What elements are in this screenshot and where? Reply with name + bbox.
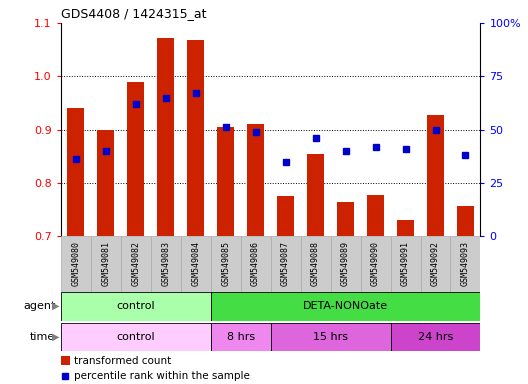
Bar (337, 202, 354, 236)
Bar (68, 108, 84, 236)
Text: 8 hrs: 8 hrs (227, 332, 254, 342)
Bar (218, 127, 234, 236)
Text: GSM549082: GSM549082 (131, 242, 140, 286)
Bar (211, 236, 241, 292)
Text: transformed count: transformed count (74, 356, 172, 366)
Bar (307, 154, 324, 236)
Text: GSM549093: GSM549093 (461, 242, 470, 286)
Text: control: control (116, 301, 155, 311)
Bar (391, 236, 420, 292)
Text: GSM549090: GSM549090 (371, 242, 380, 286)
Text: GSM549089: GSM549089 (341, 242, 350, 286)
Bar (211, 323, 271, 351)
Text: GSM549083: GSM549083 (161, 242, 170, 286)
Text: GSM549091: GSM549091 (401, 242, 410, 286)
Bar (391, 323, 480, 351)
Text: DETA-NONOate: DETA-NONOate (303, 301, 388, 311)
Bar (420, 236, 450, 292)
Text: GSM549087: GSM549087 (281, 242, 290, 286)
Text: 24 hrs: 24 hrs (418, 332, 453, 342)
Text: time: time (30, 332, 55, 342)
Bar (397, 220, 414, 236)
Text: GSM549092: GSM549092 (431, 242, 440, 286)
Bar (211, 292, 480, 321)
Bar (277, 196, 294, 236)
Text: GDS4408 / 1424315_at: GDS4408 / 1424315_at (61, 7, 206, 20)
Text: control: control (116, 332, 155, 342)
Text: GSM549085: GSM549085 (221, 242, 230, 286)
Text: GSM549086: GSM549086 (251, 242, 260, 286)
Bar (450, 236, 480, 292)
Text: percentile rank within the sample: percentile rank within the sample (74, 371, 250, 381)
Bar (127, 82, 144, 236)
Bar (367, 195, 384, 236)
Bar (187, 40, 204, 236)
Text: GSM549080: GSM549080 (71, 242, 80, 286)
Bar (271, 323, 391, 351)
Bar (61, 236, 91, 292)
Bar (427, 115, 444, 236)
Bar (247, 124, 264, 236)
Text: ▶: ▶ (52, 332, 60, 342)
Bar (457, 206, 474, 236)
Bar (61, 323, 211, 351)
Bar (181, 236, 211, 292)
Bar (150, 236, 181, 292)
Bar (361, 236, 391, 292)
Bar (61, 292, 211, 321)
Text: GSM549081: GSM549081 (101, 242, 110, 286)
Bar (157, 38, 174, 236)
Text: 15 hrs: 15 hrs (313, 332, 348, 342)
Bar (331, 236, 361, 292)
Text: GSM549088: GSM549088 (311, 242, 320, 286)
Bar (241, 236, 271, 292)
Text: ▶: ▶ (52, 301, 60, 311)
Bar (91, 236, 121, 292)
Bar (98, 130, 114, 236)
Bar (61, 356, 70, 366)
Text: GSM549084: GSM549084 (191, 242, 200, 286)
Bar (271, 236, 300, 292)
Bar (300, 236, 331, 292)
Text: agent: agent (23, 301, 55, 311)
Bar (121, 236, 150, 292)
